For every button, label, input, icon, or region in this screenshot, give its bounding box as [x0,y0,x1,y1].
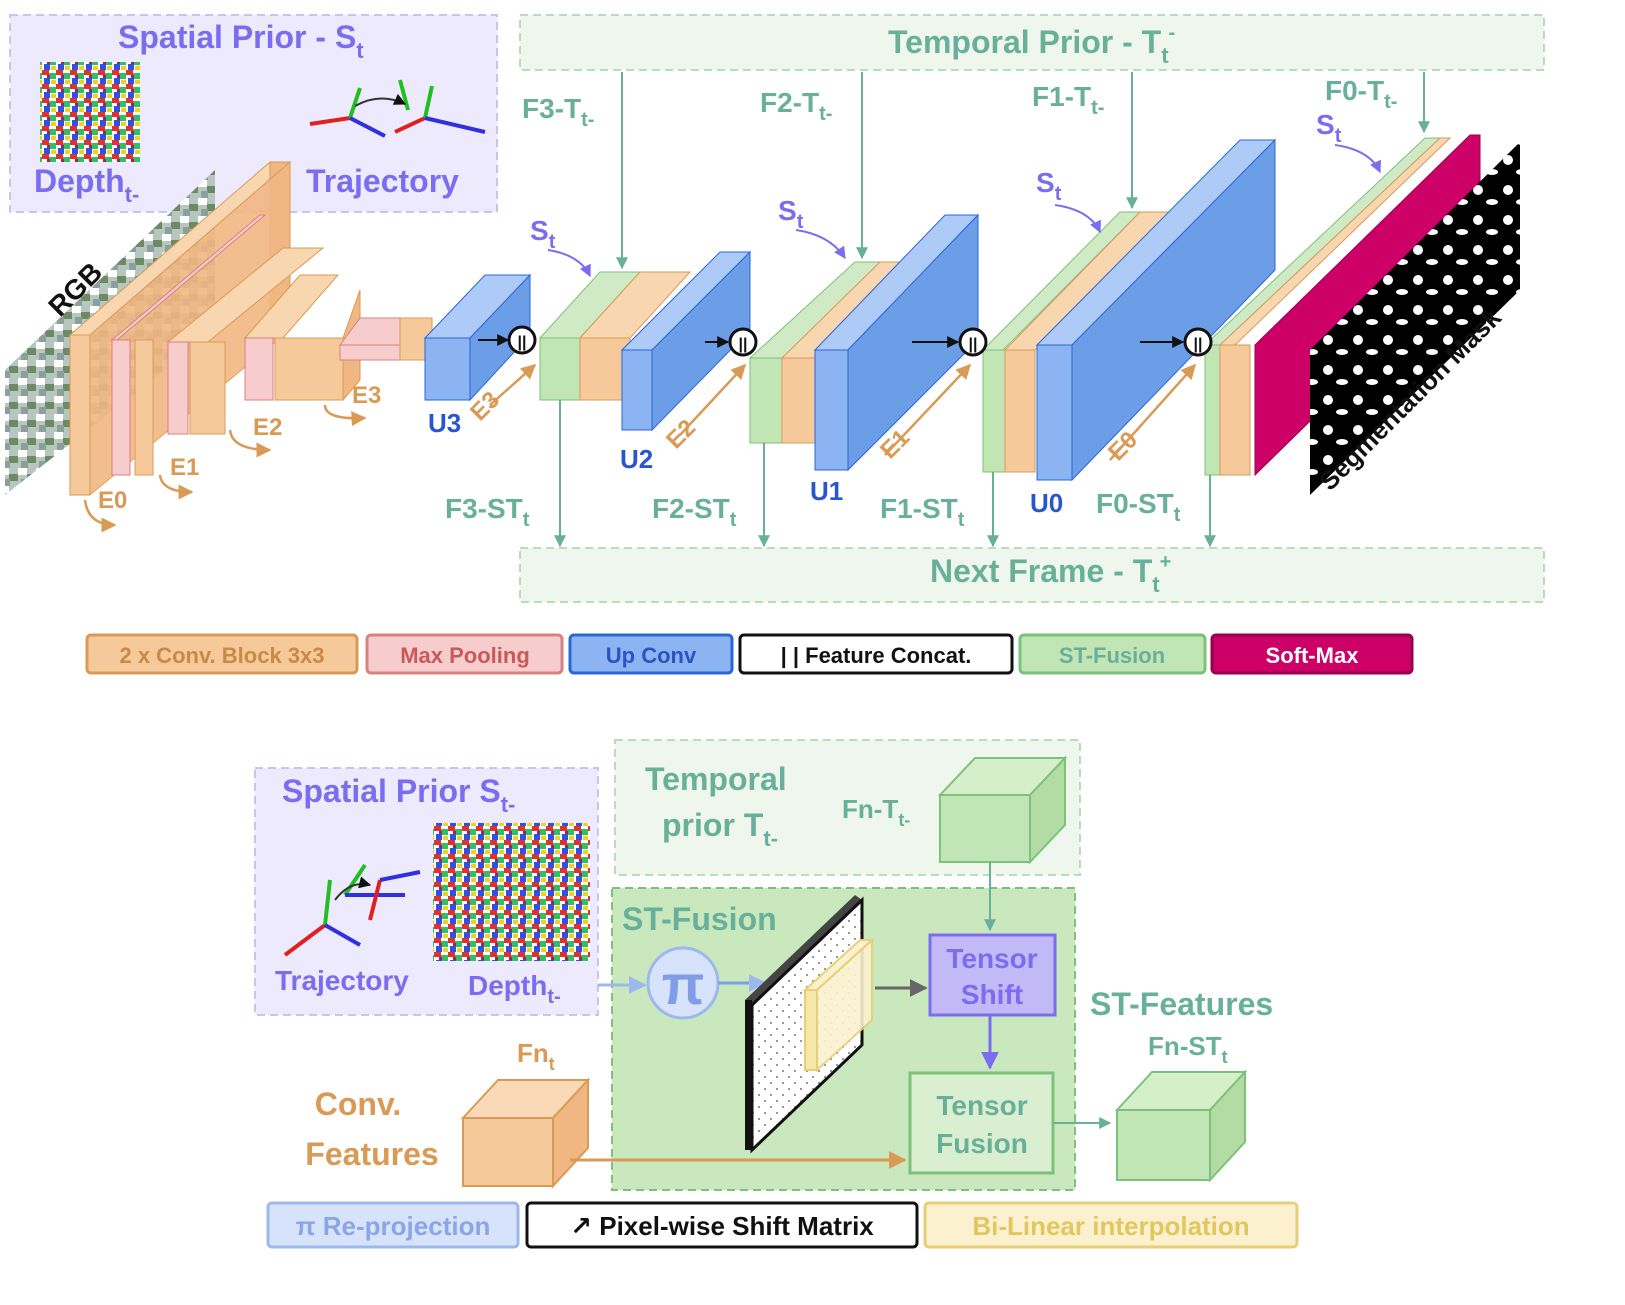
svg-text:Up Conv: Up Conv [606,643,697,668]
temporal-input-f3: F3-Tt- [522,93,594,131]
svg-text:||: || [1194,336,1203,353]
legend-item-bilinear-interpolation: Bi-Linear interpolation [923,1201,1299,1249]
temporal-input-f2: F2-Tt- [760,87,832,125]
encoder-label-e0: E0 [98,487,127,514]
decoder-label-u2: U2 [620,444,653,474]
temporal-input-f0: F0-Tt- [1325,75,1397,113]
temporal-input-f1: F1-Tt- [1032,81,1104,119]
encoder-e2-block [243,274,361,402]
encoder-arrow-e2 [228,429,272,458]
depth-label: Deptht- [34,163,139,207]
bottom-temporal-prior-line1: Temporal [645,761,787,797]
tensor-shift-line2: Shift [961,979,1023,1010]
s-label-3: St [530,215,556,253]
bottom-spatial-prior-title: Spatial Prior St- [282,773,515,817]
st-features-title: ST-Features [1090,986,1273,1022]
s-label-2: St [778,195,804,233]
legend-item-max-pooling: Max Pooling [365,633,564,675]
st-output-f3: F3-STt [445,493,530,531]
concat-node-3: || [478,325,537,355]
legend-item-feature-concat: | | Feature Concat. [738,633,1014,675]
fn-t-label: Fnt [517,1038,555,1074]
svg-text:||: || [739,336,748,353]
tensor-fusion-line2: Fusion [936,1128,1028,1159]
spatial-prior-title: Spatial Prior - St [118,19,364,63]
st-fusion-0-block [1203,137,1452,476]
bilinear-interpolation-patch [802,937,875,1073]
temporal-prior-box [519,14,1545,71]
svg-text:↗ Pixel-wise Shift Matrix: ↗ Pixel-wise Shift Matrix [570,1211,874,1241]
svg-text:Max Pooling: Max Pooling [400,643,530,668]
pi-symbol: π [662,953,705,1016]
svg-text:ST-Fusion: ST-Fusion [1059,643,1165,668]
fn-t-minus-cube [937,755,1068,865]
s-label-1: St [1036,167,1062,205]
legend-bottom: π Re-projection ↗ Pixel-wise Shift Matri… [266,1201,1299,1249]
legend-item-reprojection: π Re-projection [266,1201,520,1249]
bottom-trajectory-label: Trajectory [275,965,409,996]
decoder-label-u0: U0 [1030,488,1063,518]
conv-features-line1: Conv. [315,1086,402,1122]
bottom-trajectory-icon [283,863,421,957]
trajectory-icon [309,79,486,138]
concat-node-0: || [1140,327,1213,357]
skip-arrow-e0 [1109,363,1197,461]
bottom-temporal-prior-line2: prior Tt- [662,807,778,851]
st-output-f1: F1-STt [880,493,965,531]
tensor-shift-line1: Tensor [946,943,1037,974]
svg-text:||: || [969,336,978,353]
st-features-cube [1114,1069,1248,1183]
concat-node-2: || [705,327,758,357]
tensor-shift-block [928,933,1057,1017]
fn-t-minus-label: Fn-Tt- [842,794,910,830]
next-frame-title: Next Frame - Tt+ [930,551,1171,597]
decoder-label-u3: U3 [428,408,461,438]
tensor-fusion-line1: Tensor [936,1090,1027,1121]
segmentation-mask-output [1310,142,1520,495]
svg-text:||: || [518,334,527,351]
legend-item-conv-block: 2 x Conv. Block 3x3 [85,633,359,675]
encoder-label-e1: E1 [170,454,199,481]
skip-arrow-e3 [489,364,537,406]
encoder-arrow-e1 [158,474,194,500]
s-label-0: St [1316,109,1342,147]
skip-arrow-e2 [679,363,747,436]
encoder-label-e3: E3 [352,382,381,409]
decoder-u0-block [1035,138,1277,482]
encoder-label-e2: E2 [253,414,282,441]
encoder-arrow-e3 [323,404,367,427]
conv-features-cube [460,1077,591,1189]
legend-item-soft-max: Soft-Max [1210,633,1414,675]
trajectory-label: Trajectory [306,163,459,199]
svg-text:Bi-Linear interpolation: Bi-Linear interpolation [972,1211,1249,1241]
fn-st-label: Fn-STt [1148,1031,1228,1067]
svg-text:2 x Conv. Block 3x3: 2 x Conv. Block 3x3 [119,643,324,668]
decoder-label-u1: U1 [810,476,843,506]
next-frame-box [519,547,1545,603]
legend-item-pixel-shift-matrix: ↗ Pixel-wise Shift Matrix [525,1201,919,1249]
decoder-u2-block [620,250,752,432]
svg-text:Soft-Max: Soft-Max [1266,643,1360,668]
st-fusion-1-block [981,211,1172,473]
bottom-depth-label: Deptht- [468,970,561,1008]
legend-item-up-conv: Up Conv [568,633,734,675]
st-output-f0: F0-STt [1096,488,1181,526]
conv-features-line2: Features [305,1136,438,1172]
depth-map-thumbnail [40,62,140,162]
legend-top: 2 x Conv. Block 3x3 Max Pooling Up Conv … [85,633,1414,675]
temporal-prior-title: Temporal Prior - Tt- [888,22,1175,68]
concat-node-1: || [912,327,988,357]
svg-text:π Re-projection: π Re-projection [296,1211,491,1241]
legend-item-st-fusion: ST-Fusion [1018,633,1207,675]
encoder-arrow-e0 [83,499,117,533]
encoder-e1-block [166,247,325,435]
bottom-depth-map-thumbnail [433,823,590,961]
st-output-f2: F2-STt [652,493,737,531]
skip-arrow-e1 [884,363,972,456]
svg-text:| | Feature Concat.: | | Feature Concat. [781,643,972,668]
st-fusion-title: ST-Fusion [622,901,777,937]
